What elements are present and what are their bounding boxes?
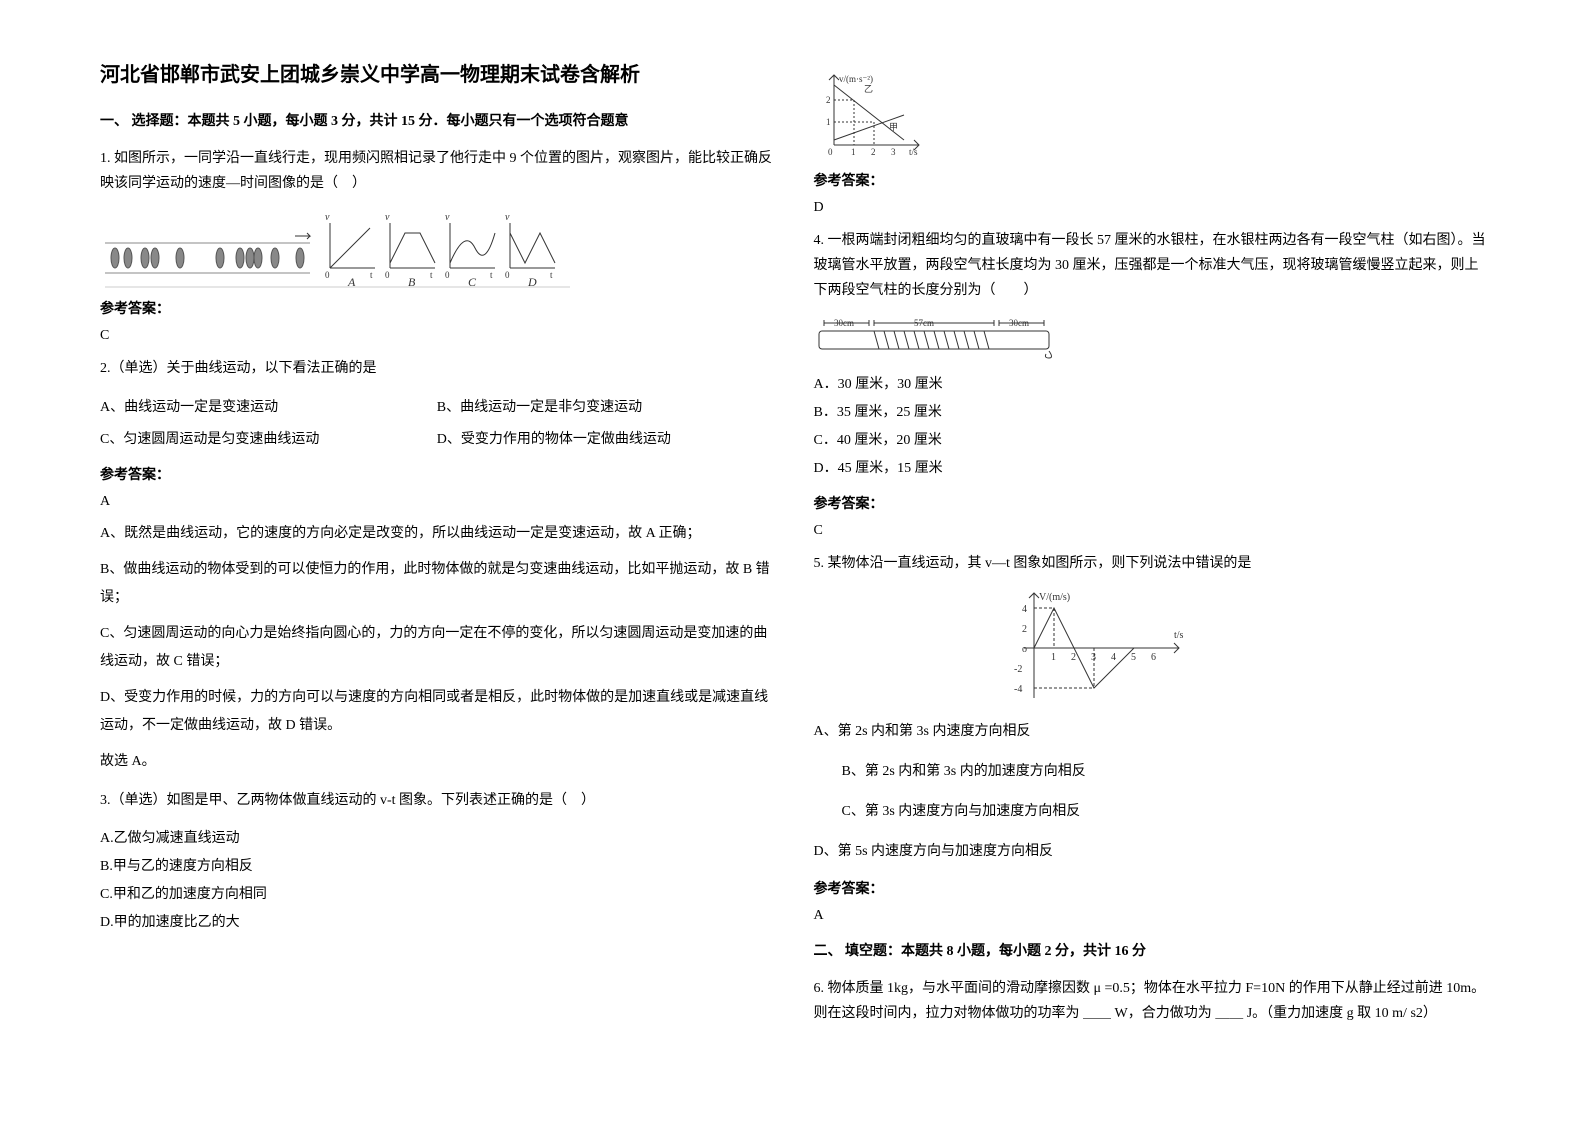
q1-text: 1. 如图所示，一同学沿一直线行走，现用频闪照相记录了他行走中 9 个位置的图片… [100, 146, 774, 196]
q4-optD: D．45 厘米，15 厘米 [814, 455, 1488, 483]
q3-optA: A.乙做匀减速直线运动 [100, 825, 774, 853]
section-2-heading: 二、 填空题：本题共 8 小题，每小题 2 分，共计 16 分 [814, 940, 1488, 960]
svg-text:t: t [430, 270, 433, 280]
svg-text:1: 1 [851, 147, 856, 157]
q2-optD: D、受变力作用的物体一定做曲线运动 [437, 426, 774, 454]
svg-text:2: 2 [1071, 652, 1076, 663]
doc-title: 河北省邯郸市武安上团城乡崇义中学高一物理期末试卷含解析 [100, 60, 774, 90]
svg-text:2: 2 [871, 147, 876, 157]
q3-answer-label: 参考答案： [814, 170, 1488, 190]
svg-text:A: A [347, 275, 356, 288]
svg-text:C: C [468, 275, 477, 288]
svg-text:5: 5 [1131, 652, 1136, 663]
q1-answer-label: 参考答案： [100, 298, 774, 318]
q4-optB: B．35 厘米，25 厘米 [814, 399, 1488, 427]
q2-optB: B、曲线运动一定是非匀变速运动 [437, 394, 774, 422]
svg-text:3: 3 [1091, 652, 1096, 663]
left-column: 河北省邯郸市武安上团城乡崇义中学高一物理期末试卷含解析 一、 选择题：本题共 5… [80, 60, 794, 1062]
q5-optD: D、第 5s 内速度方向与加速度方向相反 [814, 838, 1488, 866]
svg-text:-4: -4 [1014, 684, 1022, 695]
q4-figure: 30cm 57cm 30cm [814, 316, 1488, 361]
q3-optC: C.甲和乙的加速度方向相同 [100, 881, 774, 909]
q2-conclusion: 故选 A。 [100, 748, 774, 776]
svg-text:t/s: t/s [1174, 630, 1184, 641]
q1-answer: C [100, 328, 774, 344]
q3-answer: D [814, 200, 1488, 216]
q3-figure: v/(m·s⁻²) t/s 2 1 0 1 2 3 乙 甲 [814, 70, 1488, 160]
svg-text:3: 3 [891, 147, 896, 157]
q6-text: 6. 物体质量 1kg，与水平面间的滑动摩擦因数 μ =0.5；物体在水平拉力 … [814, 976, 1488, 1026]
q5-answer-label: 参考答案： [814, 878, 1488, 898]
q5-text: 5. 某物体沿一直线运动，其 v—t 图象如图所示，则下列说法中错误的是 [814, 551, 1488, 576]
svg-text:-2: -2 [1014, 664, 1022, 675]
q3-optB: B.甲与乙的速度方向相反 [100, 853, 774, 881]
q2-text: 2.（单选）关于曲线运动，以下看法正确的是 [100, 356, 774, 381]
svg-text:t/s: t/s [909, 147, 918, 157]
q5-options: A、第 2s 内和第 3s 内速度方向相反 B、第 2s 内和第 3s 内的加速… [814, 718, 1488, 866]
q5-optB: B、第 2s 内和第 3s 内的加速度方向相反 [814, 758, 1488, 786]
q2-answer: A [100, 494, 774, 510]
q2-expD: D、受变力作用的时候，力的方向可以与速度的方向相同或者是相反，此时物体做的是加速… [100, 684, 774, 740]
q4-answer-label: 参考答案： [814, 493, 1488, 513]
svg-text:1: 1 [826, 117, 831, 127]
svg-text:0: 0 [445, 270, 450, 280]
svg-text:4: 4 [1111, 652, 1116, 663]
q4-answer: C [814, 523, 1488, 539]
svg-text:v/(m·s⁻²): v/(m·s⁻²) [839, 74, 873, 84]
q5-figure: V/(m/s) t/s 4 2 o -2 -4 1 2 3 4 5 6 [994, 588, 1488, 708]
q2-expC: C、匀速圆周运动的向心力是始终指向圆心的，力的方向一定在不停的变化，所以匀速圆周… [100, 620, 774, 676]
q3-optD: D.甲的加速度比乙的大 [100, 909, 774, 937]
q2-options: A、曲线运动一定是变速运动 B、曲线运动一定是非匀变速运动 C、匀速圆周运动是匀… [100, 394, 774, 454]
svg-text:t: t [490, 270, 493, 280]
q2-answer-label: 参考答案： [100, 464, 774, 484]
svg-text:t: t [370, 270, 373, 280]
q3-options: A.乙做匀减速直线运动 B.甲与乙的速度方向相反 C.甲和乙的加速度方向相同 D… [100, 825, 774, 937]
svg-text:6: 6 [1151, 652, 1156, 663]
svg-text:0: 0 [505, 270, 510, 280]
svg-text:v: v [385, 212, 390, 223]
right-column: v/(m·s⁻²) t/s 2 1 0 1 2 3 乙 甲 参考答案： D 4. 一根… [794, 60, 1508, 1062]
svg-text:0: 0 [325, 270, 330, 280]
q5-optA: A、第 2s 内和第 3s 内速度方向相反 [814, 718, 1488, 746]
q4-text: 4. 一根两端封闭粗细均匀的直玻璃中有一段长 57 厘米的水银柱，在水银柱两边各… [814, 228, 1488, 304]
svg-text:v: v [505, 212, 510, 223]
q2-expA: A、既然是曲线运动，它的速度的方向必定是改变的，所以曲线运动一定是变速运动，故 … [100, 520, 774, 548]
q4-optC: C．40 厘米，20 厘米 [814, 427, 1488, 455]
svg-text:0: 0 [828, 147, 833, 157]
svg-text:2: 2 [826, 95, 831, 105]
svg-text:4: 4 [1022, 604, 1027, 615]
svg-text:0: 0 [385, 270, 390, 280]
q4-options: A．30 厘米，30 厘米 B．35 厘米，25 厘米 C．40 厘米，20 厘… [814, 371, 1488, 483]
svg-text:V/(m/s): V/(m/s) [1039, 592, 1070, 603]
q2-optC: C、匀速圆周运动是匀变速曲线运动 [100, 426, 437, 454]
svg-text:v: v [325, 212, 330, 223]
svg-text:B: B [408, 275, 416, 288]
svg-text:1: 1 [1051, 652, 1056, 663]
svg-text:乙: 乙 [864, 84, 873, 94]
svg-text:t: t [550, 270, 553, 280]
svg-text:v: v [445, 212, 450, 223]
q2-expB: B、做曲线运动的物体受到的可以使恒力的作用，此时物体做的就是匀变速曲线运动，比如… [100, 556, 774, 612]
svg-text:D: D [527, 275, 537, 288]
q1-figure: v v v v 0 t 0 t 0 t 0 t A B C D [100, 208, 774, 288]
q3-text: 3.（单选）如图是甲、乙两物体做直线运动的 v-t 图象。下列表述正确的是（ ） [100, 788, 774, 813]
svg-text:甲: 甲 [889, 122, 898, 132]
section-1-heading: 一、 选择题：本题共 5 小题，每小题 3 分，共计 15 分．每小题只有一个选… [100, 110, 774, 130]
svg-text:o: o [1022, 644, 1027, 655]
q5-optC: C、第 3s 内速度方向与加速度方向相反 [814, 798, 1488, 826]
q4-optA: A．30 厘米，30 厘米 [814, 371, 1488, 399]
q5-answer: A [814, 908, 1488, 924]
svg-text:2: 2 [1022, 624, 1027, 635]
q2-optA: A、曲线运动一定是变速运动 [100, 394, 437, 422]
